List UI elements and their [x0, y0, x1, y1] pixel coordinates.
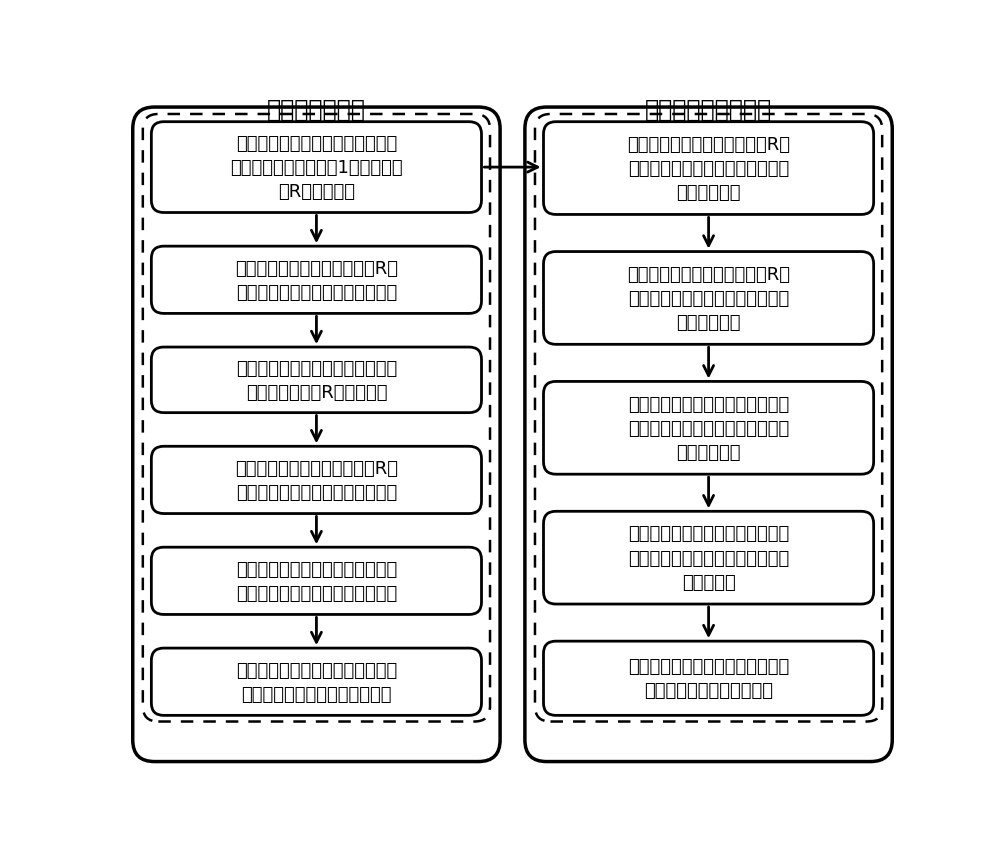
- Text: 多损伤概率统计成像: 多损伤概率统计成像: [645, 98, 772, 122]
- Text: 度量模型迁移程度，获取每个通道
仅对损伤敏感的概率统计特征参数: 度量模型迁移程度，获取每个通道 仅对损伤敏感的概率统计特征参数: [236, 560, 397, 602]
- FancyBboxPatch shape: [133, 108, 500, 762]
- FancyBboxPatch shape: [151, 447, 482, 514]
- Text: 结构处于多损伤状态时，时变环境
下采集各通道的R组损伤信号: 结构处于多损伤状态时，时变环境 下采集各通道的R组损伤信号: [236, 359, 397, 401]
- Text: 计算每个子区域的平均特征参数，
设定阈值，判别损伤发生子区域: 计算每个子区域的平均特征参数， 设定阈值，判别损伤发生子区域: [236, 660, 397, 703]
- Text: 损伤子区域判别: 损伤子区域判别: [267, 98, 366, 122]
- Text: 针对损伤子区域内每个通道的R组
健康信号，构建每个采样点的基准
高斯混合模型: 针对损伤子区域内每个通道的R组 健康信号，构建每个采样点的基准 高斯混合模型: [627, 136, 790, 202]
- FancyBboxPatch shape: [151, 247, 482, 314]
- Text: 融合各损伤子区域的成像结果，实
现多个损伤的准确成像定位: 融合各损伤子区域的成像结果，实 现多个损伤的准确成像定位: [628, 657, 789, 700]
- Text: 计算每个通道对应健康信号的R个
损伤因子并构建基准高斯混合模型: 计算每个通道对应健康信号的R个 损伤因子并构建基准高斯混合模型: [235, 259, 398, 301]
- FancyBboxPatch shape: [525, 108, 892, 762]
- Text: 针对损伤子区域内每个通道的R组
损伤信号，构建每个采样点的监测
高斯混合模型: 针对损伤子区域内每个通道的R组 损伤信号，构建每个采样点的监测 高斯混合模型: [627, 265, 790, 331]
- FancyBboxPatch shape: [544, 511, 874, 604]
- FancyBboxPatch shape: [544, 122, 874, 215]
- FancyBboxPatch shape: [544, 382, 874, 474]
- FancyBboxPatch shape: [544, 252, 874, 345]
- FancyBboxPatch shape: [544, 641, 874, 715]
- FancyBboxPatch shape: [151, 122, 482, 214]
- Text: 基于各通道的特征信号，结合延迟
累加方法对每个损伤子区域进行概
率统计成像: 基于各通道的特征信号，结合延迟 累加方法对每个损伤子区域进行概 率统计成像: [628, 524, 789, 592]
- FancyBboxPatch shape: [151, 648, 482, 715]
- Text: 计算每个通道对应损伤信号的R个
损伤因子并构建监测高斯混合模型: 计算每个通道对应损伤信号的R个 损伤因子并构建监测高斯混合模型: [235, 459, 398, 501]
- FancyBboxPatch shape: [151, 348, 482, 413]
- FancyBboxPatch shape: [151, 548, 482, 615]
- Text: 结构处于健康状态时，时变环境下
采集各激励传感通道的1组基准信号
和R组健康信号: 结构处于健康状态时，时变环境下 采集各激励传感通道的1组基准信号 和R组健康信号: [230, 134, 403, 201]
- Text: 度量所有采样点的模型迁移程度，
生成每个通道仅对损伤敏感的概率
统计特征信号: 度量所有采样点的模型迁移程度， 生成每个通道仅对损伤敏感的概率 统计特征信号: [628, 395, 789, 461]
